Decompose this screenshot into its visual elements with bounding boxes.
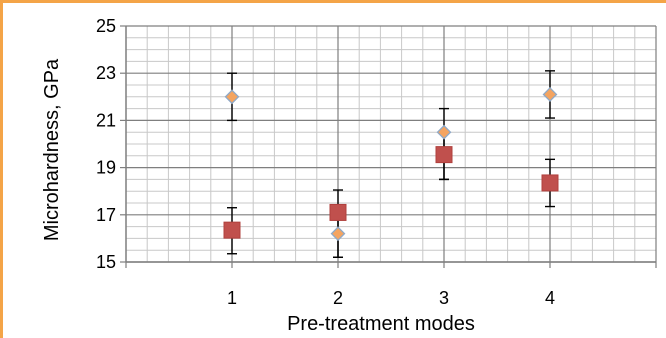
y-tick-label: 17 (96, 205, 116, 225)
y-tick-label: 19 (96, 158, 116, 178)
y-tick-label: 21 (96, 110, 116, 130)
x-tick-label: 1 (227, 288, 237, 308)
error-bars (227, 70, 555, 258)
y-tick-label: 25 (96, 16, 116, 36)
y-axis-title: Microhardness, GPa (41, 58, 63, 241)
x-tick-label: 2 (333, 288, 343, 308)
square-marker (435, 146, 453, 164)
frame-top-border (0, 0, 666, 3)
x-axis-title: Pre-treatment modes (287, 313, 475, 335)
y-tick-label: 23 (96, 63, 116, 83)
square-marker (329, 203, 347, 221)
data-markers (223, 87, 559, 242)
x-tick-label: 3 (439, 288, 449, 308)
square-marker (223, 221, 241, 239)
frame-left-border (0, 0, 3, 338)
diamond-marker (542, 87, 558, 102)
diamond-marker (224, 89, 240, 105)
square-marker (541, 174, 559, 192)
x-tick-label: 4 (545, 288, 555, 308)
diamond-marker (330, 226, 346, 242)
minor-gridlines (126, 26, 656, 262)
axes (120, 25, 657, 268)
y-tick-label: 15 (96, 252, 116, 272)
diamond-marker (436, 124, 452, 140)
